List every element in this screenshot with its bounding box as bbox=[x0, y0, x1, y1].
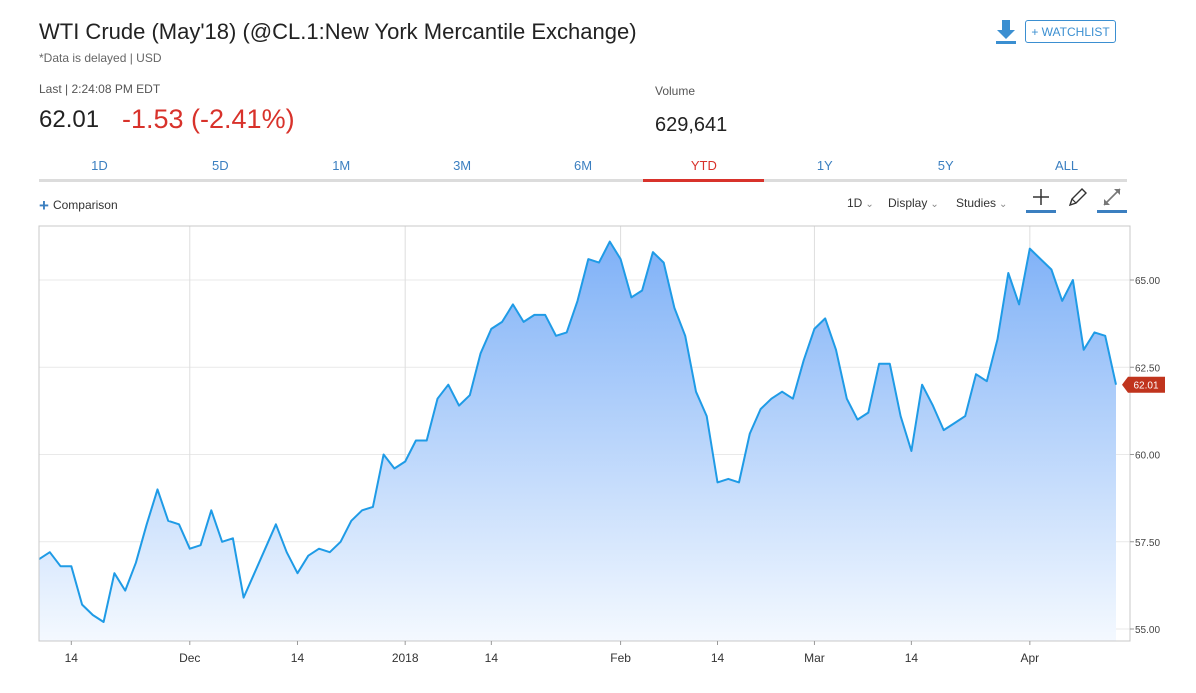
tab-5y[interactable]: 5Y bbox=[937, 158, 954, 173]
last-price-badge bbox=[1122, 376, 1165, 393]
display-label: Display bbox=[888, 196, 928, 210]
x-tick-label: 14 bbox=[485, 651, 499, 665]
tab-5d[interactable]: 5D bbox=[212, 158, 229, 173]
price-change: -1.53 (-2.41%) bbox=[122, 104, 295, 134]
add-comparison-button[interactable]: + Comparison bbox=[39, 196, 118, 216]
plot-frame bbox=[38, 225, 1131, 642]
display-dropdown[interactable]: Display ⌄ bbox=[888, 196, 939, 210]
comparison-label: Comparison bbox=[52, 198, 118, 212]
studies-dropdown[interactable]: Studies ⌄ bbox=[956, 196, 1007, 210]
interval-dropdown[interactable]: 1D ⌄ bbox=[847, 196, 874, 210]
studies-label: Studies bbox=[956, 196, 997, 210]
volume-label: Volume bbox=[655, 84, 696, 98]
price-line bbox=[38, 240, 1117, 623]
y-tick-label: 55.00 bbox=[1135, 625, 1160, 636]
last-trade-time: Last | 2:24:08 PM EDT bbox=[39, 82, 161, 96]
plus-icon: + bbox=[39, 196, 49, 215]
tab-3m[interactable]: 3M bbox=[453, 158, 472, 173]
crosshair-icon[interactable] bbox=[1026, 186, 1056, 213]
y-tick-label: 60.00 bbox=[1135, 451, 1160, 462]
last-price-badge-label: 62.01 bbox=[1133, 381, 1158, 392]
x-tick-label: 14 bbox=[905, 651, 919, 665]
tab-1m[interactable]: 1M bbox=[332, 158, 351, 173]
time-range-tabs: 1D 5D 1M 3M 6M YTD 1Y 5Y ALL bbox=[39, 154, 1127, 182]
x-tick-label: Mar bbox=[804, 651, 825, 665]
x-tick-label: Dec bbox=[179, 651, 200, 665]
x-tick-label: 14 bbox=[291, 651, 305, 665]
draw-pencil-icon[interactable] bbox=[1063, 186, 1093, 210]
y-tick-label: 65.00 bbox=[1135, 276, 1160, 287]
add-to-watchlist-button[interactable]: + WATCHLIST bbox=[1025, 20, 1116, 43]
data-delay-note: *Data is delayed | USD bbox=[39, 51, 162, 65]
tab-all[interactable]: ALL bbox=[1055, 158, 1079, 173]
y-tick-label: 57.50 bbox=[1135, 538, 1160, 549]
price-area-fill bbox=[39, 241, 1116, 641]
y-tick-label: 62.50 bbox=[1135, 363, 1160, 374]
last-price: 62.01 bbox=[39, 106, 100, 133]
volume-value: 629,641 bbox=[655, 114, 728, 136]
tab-ytd[interactable]: YTD bbox=[643, 154, 765, 182]
interval-label: 1D bbox=[847, 196, 863, 210]
x-tick-label: 2018 bbox=[392, 651, 419, 665]
chevron-down-icon: ⌄ bbox=[999, 199, 1008, 210]
chevron-down-icon: ⌄ bbox=[865, 199, 874, 210]
x-tick-label: 14 bbox=[65, 651, 79, 665]
download-icon[interactable] bbox=[994, 19, 1018, 45]
tab-6m[interactable]: 6M bbox=[573, 158, 593, 173]
x-tick-label: Feb bbox=[610, 651, 631, 665]
tab-1d[interactable]: 1D bbox=[91, 158, 108, 173]
expand-icon[interactable] bbox=[1097, 186, 1127, 213]
page-title: WTI Crude (May'18) (@CL.1:New York Merca… bbox=[39, 19, 637, 44]
x-tick-label: Apr bbox=[1020, 651, 1039, 665]
x-tick-label: 14 bbox=[711, 651, 725, 665]
chevron-down-icon: ⌄ bbox=[930, 199, 939, 210]
tab-1y[interactable]: 1Y bbox=[816, 158, 833, 173]
